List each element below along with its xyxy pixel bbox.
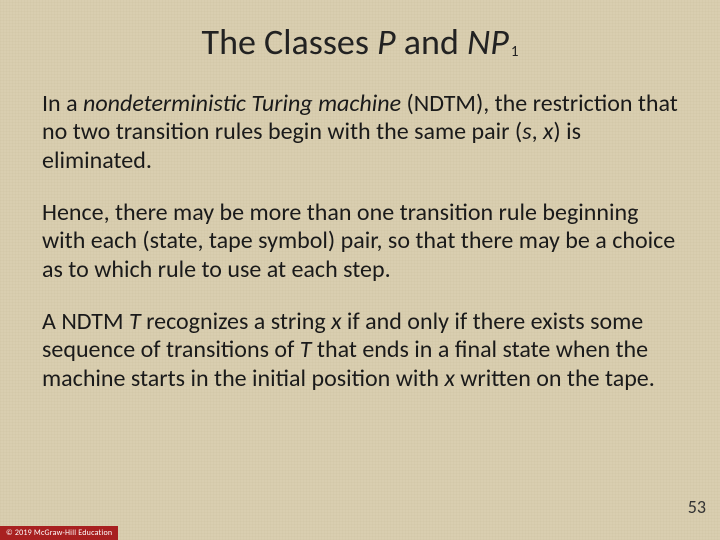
p1-text: In a [42,89,83,118]
p3-text: recognizes a string [141,307,331,336]
title-text-pre: The Classes [202,20,378,64]
title-p: P [377,20,396,64]
p1-italic-s: s [522,117,531,146]
p3-text: written on the tape. [455,364,655,393]
p3-text: A NDTM [42,307,129,336]
p3-italic-t: T [129,307,141,336]
body-text: In a nondeterministic Turing machine (ND… [40,90,680,393]
p3-italic-t: T [300,335,312,364]
slide-title: The Classes P and NP1 [40,20,680,64]
p3-italic-x: x [331,307,341,336]
paragraph-3: A NDTM T recognizes a string x if and on… [42,308,680,393]
title-text-mid: and [396,20,467,64]
title-subscript: 1 [511,43,519,61]
p1-italic-ndtm: nondeterministic Turing machine [83,89,401,118]
paragraph-2: Hence, there may be more than one transi… [42,199,680,284]
p3-italic-x: x [444,364,454,393]
copyright-bar: © 2019 McGraw-Hill Education [0,526,118,540]
p1-italic-x: x [543,117,553,146]
paragraph-1: In a nondeterministic Turing machine (ND… [42,90,680,175]
p2-text: Hence, there may be more than one transi… [42,198,675,284]
slide-container: The Classes P and NP1 In a nondeterminis… [0,0,720,540]
p1-text: , [532,117,543,146]
page-number: 53 [688,496,706,518]
title-np: NP [467,20,509,64]
